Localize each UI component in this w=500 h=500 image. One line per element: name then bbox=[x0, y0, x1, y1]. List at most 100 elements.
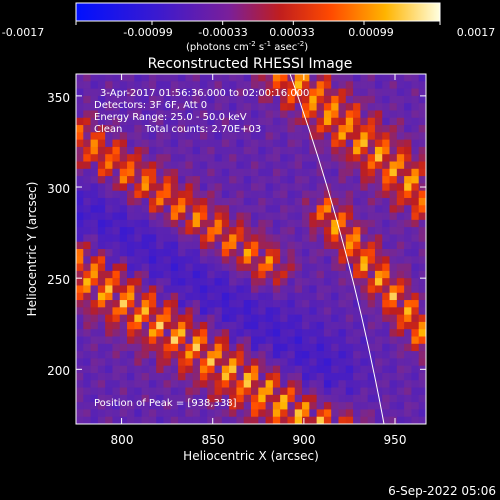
heatmap-cell bbox=[199, 263, 208, 272]
heatmap-cell bbox=[156, 212, 164, 221]
heatmap-cell bbox=[90, 139, 99, 148]
heatmap-cell bbox=[76, 110, 84, 119]
heatmap-cell bbox=[316, 343, 325, 352]
heatmap-cell bbox=[105, 321, 113, 330]
heatmap-cell bbox=[83, 117, 91, 126]
heatmap-cell bbox=[411, 197, 420, 206]
heatmap-cell bbox=[83, 241, 91, 250]
heatmap-cell bbox=[236, 263, 245, 272]
heatmap-cell bbox=[287, 88, 296, 97]
heatmap-cell bbox=[90, 110, 99, 119]
heatmap-cell bbox=[331, 380, 339, 388]
heatmap-cell bbox=[112, 81, 121, 89]
heatmap-cell bbox=[345, 365, 354, 374]
heatmap-cell bbox=[309, 307, 318, 316]
heatmap-cell bbox=[112, 358, 121, 367]
heatmap-cell bbox=[90, 321, 99, 330]
heatmap-cell bbox=[374, 249, 383, 257]
heatmap-cell bbox=[323, 365, 332, 374]
heatmap-cell bbox=[316, 329, 325, 337]
heatmap-cell bbox=[418, 351, 426, 359]
heatmap-cell bbox=[170, 358, 179, 367]
heatmap-cell bbox=[192, 154, 201, 162]
heatmap-cell bbox=[192, 278, 201, 286]
heatmap-cell bbox=[272, 241, 281, 250]
heatmap-cell bbox=[360, 372, 369, 381]
heatmap-cell bbox=[396, 219, 405, 228]
heatmap-cell bbox=[302, 307, 310, 316]
heatmap-cell bbox=[280, 278, 288, 286]
heatmap-cell bbox=[119, 329, 128, 337]
heatmap-cell bbox=[294, 343, 303, 352]
heatmap-cell bbox=[265, 154, 274, 162]
heatmap-cell bbox=[374, 358, 383, 367]
heatmap-cell bbox=[170, 285, 179, 294]
heatmap-cell bbox=[367, 256, 376, 264]
heatmap-cell bbox=[178, 416, 186, 424]
heatmap-cell bbox=[404, 402, 412, 410]
heatmap-cell bbox=[243, 321, 252, 330]
heatmap-cell bbox=[265, 416, 274, 424]
heatmap-cell bbox=[382, 190, 390, 199]
heatmap-cell bbox=[236, 74, 245, 82]
heatmap-cell bbox=[331, 314, 339, 323]
heatmap-cell bbox=[367, 241, 376, 250]
heatmap-cell bbox=[251, 81, 259, 89]
heatmap-cell bbox=[382, 380, 390, 388]
heatmap-cell bbox=[127, 409, 135, 418]
heatmap-cell bbox=[90, 212, 99, 221]
heatmap-cell bbox=[214, 249, 223, 257]
heatmap-cell bbox=[323, 95, 332, 104]
heatmap-cell bbox=[156, 300, 164, 308]
heatmap-cell bbox=[280, 74, 288, 82]
heatmap-cell bbox=[236, 197, 245, 206]
heatmap-cell bbox=[141, 168, 150, 177]
heatmap-cell bbox=[316, 168, 325, 177]
heatmap-cell bbox=[360, 146, 369, 155]
heatmap-cell bbox=[331, 219, 339, 228]
heatmap-cell bbox=[243, 81, 252, 89]
heatmap-cell bbox=[265, 336, 274, 345]
heatmap-cell bbox=[76, 343, 84, 352]
heatmap-cell bbox=[148, 343, 157, 352]
x-tick-label: 950 bbox=[384, 433, 407, 447]
heatmap-cell bbox=[90, 154, 99, 162]
heatmap-cell bbox=[396, 117, 405, 126]
heatmap-cell bbox=[236, 139, 245, 148]
heatmap-cell bbox=[163, 212, 172, 221]
heatmap-cell bbox=[76, 394, 84, 403]
heatmap-cell bbox=[229, 365, 237, 374]
heatmap-cell bbox=[338, 387, 347, 396]
heatmap-cell bbox=[265, 300, 274, 308]
heatmap-cell bbox=[207, 365, 215, 374]
heatmap-cell bbox=[309, 292, 318, 301]
heatmap-cell bbox=[141, 241, 150, 250]
heatmap-cell bbox=[411, 154, 420, 162]
heatmap-cell bbox=[236, 329, 245, 337]
heatmap-cell bbox=[76, 372, 84, 381]
heatmap-cell bbox=[163, 416, 172, 424]
heatmap-cell bbox=[170, 307, 179, 316]
heatmap-cell bbox=[199, 176, 208, 184]
heatmap-cell bbox=[185, 409, 194, 418]
heatmap-cell bbox=[353, 95, 361, 104]
heatmap-cell bbox=[214, 168, 223, 177]
heatmap-cell bbox=[119, 117, 128, 126]
heatmap-cell bbox=[353, 197, 361, 206]
heatmap-cell bbox=[207, 132, 215, 141]
heatmap-cell bbox=[280, 402, 288, 410]
heatmap-cell bbox=[396, 358, 405, 367]
heatmap-cell bbox=[287, 241, 296, 250]
heatmap-cell bbox=[207, 205, 215, 213]
heatmap-cell bbox=[323, 387, 332, 396]
heatmap-cell bbox=[221, 197, 230, 206]
heatmap-cell bbox=[83, 292, 91, 301]
heatmap-cell bbox=[287, 409, 296, 418]
heatmap-cell bbox=[265, 351, 274, 359]
heatmap-cell bbox=[345, 132, 354, 141]
heatmap-cell bbox=[367, 146, 376, 155]
heatmap-cell bbox=[207, 394, 215, 403]
heatmap-cell bbox=[221, 263, 230, 272]
heatmap-cell bbox=[90, 227, 99, 235]
heatmap-cell bbox=[316, 307, 325, 316]
